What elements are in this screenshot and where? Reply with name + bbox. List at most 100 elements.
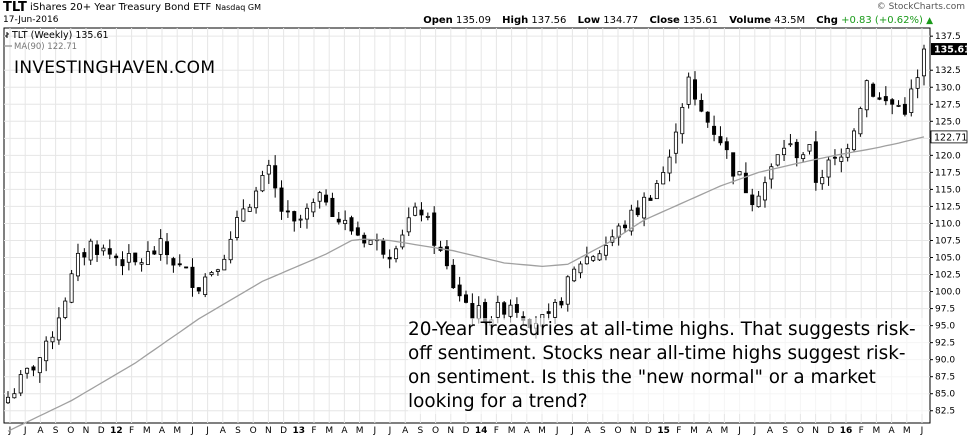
candle-body	[922, 48, 927, 77]
copyright: © StockCharts.com	[876, 2, 965, 12]
x-tick-label: M	[538, 426, 546, 435]
candle-body	[425, 215, 430, 218]
candle-body	[381, 239, 386, 255]
x-tick-label: A	[341, 426, 348, 435]
candle-body	[343, 219, 348, 225]
candle-body	[88, 240, 93, 261]
x-tick-label: M	[721, 426, 729, 435]
candle-body	[680, 106, 685, 135]
candle-body	[705, 111, 710, 123]
candle-body	[387, 256, 392, 260]
candle-body	[311, 202, 316, 213]
x-tick-label: D	[98, 426, 105, 435]
ma-value-box	[930, 130, 968, 144]
chg-label: Chg	[816, 15, 838, 26]
x-tick-label: A	[524, 426, 531, 435]
x-tick-label: S	[53, 426, 59, 435]
candle-body	[731, 152, 736, 177]
candle-body	[909, 88, 914, 113]
chg-up-arrow-icon: ▲	[926, 16, 933, 26]
y-tick-label: 132.5	[935, 66, 961, 76]
volume-label: Volume	[729, 15, 772, 26]
candle-body	[762, 182, 767, 201]
x-tick-label: D	[827, 426, 834, 435]
last-price-label: 135.61	[934, 45, 971, 56]
volume-value: 43.5M	[774, 15, 806, 26]
y-tick-label: 117.5	[935, 168, 961, 178]
candle-body	[298, 218, 303, 221]
y-tick-label: 85.0	[935, 390, 955, 400]
x-tick-label: O	[250, 426, 257, 435]
candle-body	[495, 302, 500, 318]
x-tick-label: 13	[293, 426, 306, 435]
y-tick-label: 130.0	[935, 83, 961, 93]
candle-body	[750, 194, 755, 206]
candle-body	[832, 156, 837, 159]
candle-body	[69, 273, 74, 303]
candle-body	[400, 234, 405, 248]
candle-body	[209, 272, 214, 276]
ma-line	[7, 136, 925, 432]
x-tick-label: A	[889, 426, 896, 435]
candle-body	[457, 284, 462, 297]
x-tick-label: O	[797, 426, 804, 435]
candle-body	[451, 264, 456, 289]
candle-body	[559, 300, 564, 306]
candle-body	[152, 250, 157, 255]
legend-price-label: TLT (Weekly) 135.61	[11, 30, 109, 41]
candle-body	[444, 246, 449, 267]
candle-body	[661, 172, 666, 185]
security-name-text: iShares 20+ Year Treasury Bond ETF	[30, 2, 212, 13]
x-tick-label: M	[356, 426, 364, 435]
candle-body	[279, 187, 284, 212]
candle-body	[25, 367, 30, 374]
candle-body	[782, 147, 787, 156]
candle-body	[266, 164, 271, 175]
candle-body	[31, 366, 36, 371]
candle-body	[508, 304, 513, 317]
candle-body	[63, 300, 68, 318]
candle-body	[18, 374, 23, 394]
x-tick-label: M	[903, 426, 911, 435]
candle-body	[852, 130, 857, 151]
x-tick-label: M	[508, 426, 516, 435]
candle-body	[37, 357, 42, 374]
candle-body	[394, 248, 399, 260]
x-tick-label: J	[737, 426, 741, 435]
candle-body	[756, 195, 761, 208]
x-tick-label: D	[280, 426, 287, 435]
candle-body	[769, 166, 774, 180]
high-label: High	[502, 15, 529, 26]
candle-body	[165, 241, 170, 256]
x-tick-label: J	[372, 426, 376, 435]
candle-body	[693, 79, 698, 100]
y-tick-label: 95.0	[935, 322, 955, 332]
open-value: 135.09	[455, 15, 491, 26]
y-tick-label: 120.0	[935, 151, 961, 161]
candle-body	[196, 287, 201, 292]
open-label: Open	[423, 15, 453, 26]
candle-body	[101, 247, 106, 252]
candle-body	[12, 393, 17, 399]
quote-bar: Open 135.09 High 137.56 Low 134.77 Close…	[423, 15, 933, 26]
x-tick-label: D	[463, 426, 470, 435]
candle-body	[139, 262, 144, 265]
candle-body	[858, 108, 863, 135]
x-tick-label: O	[614, 426, 621, 435]
ma-value-label: 122.71	[934, 132, 967, 143]
y-tick-label: 112.5	[935, 202, 961, 212]
candle-body	[864, 80, 869, 111]
candle-body	[877, 97, 882, 100]
candle-body	[820, 177, 825, 185]
candle-body	[145, 251, 150, 265]
x-tick-label: J	[23, 426, 27, 435]
x-tick-label: F	[311, 426, 316, 435]
x-tick-label: A	[767, 426, 774, 435]
close-label: Close	[649, 15, 680, 26]
x-tick-label: M	[690, 426, 698, 435]
candle-body	[304, 207, 309, 220]
candle-body	[184, 266, 189, 269]
x-tick-label: D	[645, 426, 652, 435]
